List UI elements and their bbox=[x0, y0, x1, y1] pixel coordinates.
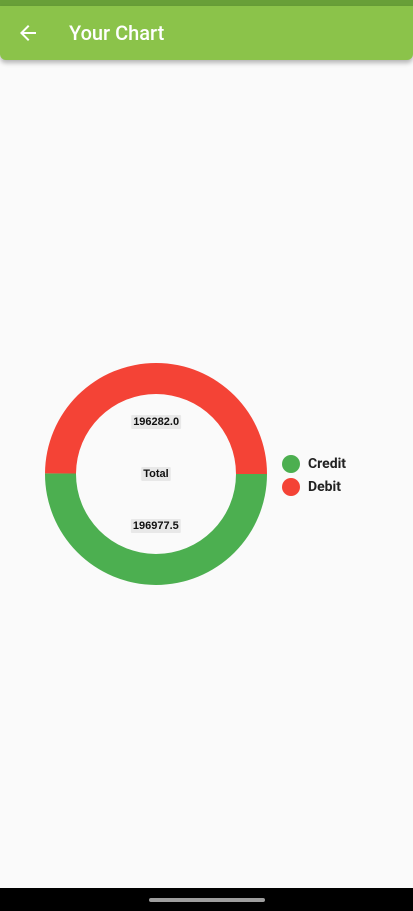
slice-value-label-debit: 196282.0 bbox=[131, 415, 182, 430]
legend-dot-debit bbox=[282, 477, 300, 496]
svg-text:Total: Total bbox=[143, 468, 168, 480]
legend-item-debit: Debit bbox=[282, 475, 346, 498]
chart-legend: Credit Debit bbox=[282, 452, 346, 498]
donut-slice-credit[interactable] bbox=[44, 473, 267, 586]
slice-value-label-credit: 196977.5 bbox=[130, 518, 181, 533]
legend-label-credit: Credit bbox=[308, 455, 347, 472]
legend-label-debit: Debit bbox=[308, 478, 341, 495]
back-button[interactable] bbox=[8, 13, 48, 53]
svg-text:196977.5: 196977.5 bbox=[133, 520, 179, 532]
donut-chart-svg: 196977.5 196282.0 Total bbox=[44, 363, 268, 586]
app-bar: Your Chart bbox=[0, 6, 413, 60]
donut-center-label: Total bbox=[141, 467, 171, 481]
donut-slice-debit[interactable] bbox=[45, 363, 268, 474]
arrow-left-icon bbox=[20, 25, 36, 41]
page-title: Your Chart bbox=[69, 21, 165, 45]
navigation-bar bbox=[0, 888, 413, 911]
legend-item-credit: Credit bbox=[282, 452, 346, 475]
svg-text:196282.0: 196282.0 bbox=[133, 416, 179, 428]
legend-dot-credit bbox=[282, 454, 300, 473]
donut-chart: 196977.5 196282.0 Total bbox=[40, 358, 380, 590]
home-handle[interactable] bbox=[149, 898, 265, 902]
status-bar bbox=[0, 0, 413, 6]
